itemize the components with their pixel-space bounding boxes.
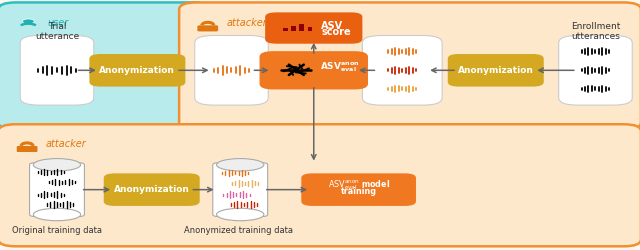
FancyBboxPatch shape — [16, 146, 38, 152]
Text: Anonymization: Anonymization — [99, 66, 175, 75]
FancyBboxPatch shape — [265, 12, 362, 44]
FancyBboxPatch shape — [197, 25, 219, 32]
FancyBboxPatch shape — [0, 2, 211, 130]
Text: Anonymization: Anonymization — [458, 66, 534, 75]
Text: user: user — [47, 18, 68, 28]
Ellipse shape — [216, 208, 264, 221]
Text: Anonymized training data: Anonymized training data — [184, 226, 294, 235]
FancyBboxPatch shape — [195, 36, 268, 105]
FancyBboxPatch shape — [20, 36, 93, 105]
FancyBboxPatch shape — [301, 173, 416, 206]
Text: Enrollment
utterances: Enrollment utterances — [571, 22, 620, 42]
Ellipse shape — [33, 208, 81, 221]
Ellipse shape — [33, 158, 81, 171]
FancyBboxPatch shape — [90, 54, 186, 86]
Text: ASV: ASV — [321, 20, 344, 30]
Bar — [291, 26, 296, 31]
Text: $\mathrm{ASV_{eval}^{anon}}$ model: $\mathrm{ASV_{eval}^{anon}}$ model — [328, 178, 390, 192]
Text: attacker: attacker — [227, 18, 268, 28]
FancyBboxPatch shape — [448, 54, 544, 86]
Bar — [283, 28, 288, 31]
FancyBboxPatch shape — [104, 173, 200, 206]
FancyBboxPatch shape — [559, 36, 632, 105]
Text: Original training data: Original training data — [12, 226, 102, 235]
FancyBboxPatch shape — [362, 36, 442, 105]
FancyBboxPatch shape — [179, 2, 640, 130]
Text: $\mathbf{ASV}_{\bf{eval}}^{\bf{anon}}$: $\mathbf{ASV}_{\bf{eval}}^{\bf{anon}}$ — [320, 60, 360, 74]
Circle shape — [22, 19, 35, 24]
Bar — [307, 26, 312, 31]
Text: attacker: attacker — [46, 139, 86, 149]
Ellipse shape — [216, 158, 264, 171]
FancyBboxPatch shape — [212, 163, 268, 216]
Bar — [300, 24, 304, 31]
Text: training: training — [340, 187, 376, 196]
Text: score: score — [321, 26, 351, 36]
FancyBboxPatch shape — [29, 163, 84, 216]
Text: Trial
utterance: Trial utterance — [35, 22, 79, 42]
Text: Anonymization: Anonymization — [114, 185, 189, 194]
FancyBboxPatch shape — [0, 124, 640, 246]
FancyBboxPatch shape — [260, 51, 368, 90]
